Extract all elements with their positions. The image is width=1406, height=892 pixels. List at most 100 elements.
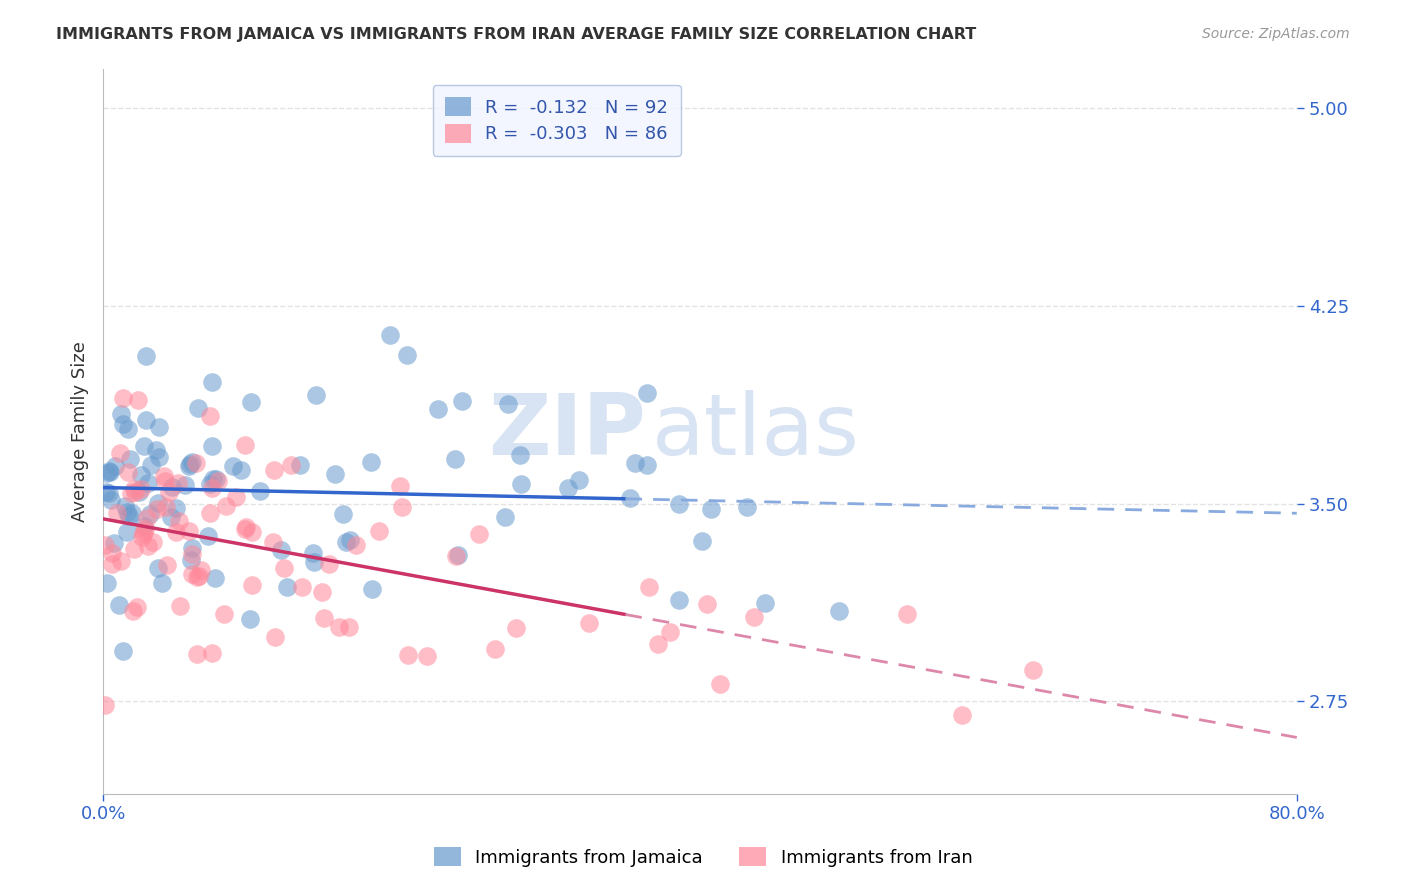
Point <box>668 593 690 607</box>
Point <box>167 476 190 491</box>
Point <box>444 549 467 564</box>
Point <box>578 615 600 630</box>
Point <box>167 514 190 528</box>
Point <box>636 458 658 472</box>
Point <box>263 630 285 644</box>
Point <box>135 413 157 427</box>
Point <box>200 477 222 491</box>
Point <box>153 469 176 483</box>
Point <box>150 576 173 591</box>
Point <box>447 549 470 563</box>
Point <box>624 457 647 471</box>
Point <box>198 409 221 423</box>
Point <box>568 473 591 487</box>
Point <box>240 394 263 409</box>
Point <box>201 375 224 389</box>
Text: IMMIGRANTS FROM JAMAICA VS IMMIGRANTS FROM IRAN AVERAGE FAMILY SIZE CORRELATION : IMMIGRANTS FROM JAMAICA VS IMMIGRANTS FR… <box>56 27 977 42</box>
Point <box>124 484 146 499</box>
Point <box>107 598 129 612</box>
Point <box>201 439 224 453</box>
Point <box>396 347 419 361</box>
Point <box>451 394 474 409</box>
Point <box>426 401 449 416</box>
Point <box>273 560 295 574</box>
Point <box>181 547 204 561</box>
Point <box>188 568 211 582</box>
Point <box>108 446 131 460</box>
Point <box>118 452 141 467</box>
Point <box>233 438 256 452</box>
Point <box>129 468 152 483</box>
Point <box>361 582 384 596</box>
Point <box>360 455 382 469</box>
Point <box>301 546 323 560</box>
Point <box>110 408 132 422</box>
Point <box>690 534 713 549</box>
Point <box>291 580 314 594</box>
Point <box>619 491 641 505</box>
Point <box>658 625 681 640</box>
Point <box>222 459 245 474</box>
Point <box>139 507 162 521</box>
Point <box>636 386 658 401</box>
Point <box>139 458 162 472</box>
Point <box>179 457 201 471</box>
Point <box>173 477 195 491</box>
Point <box>496 397 519 411</box>
Legend: R =  -0.132   N = 92, R =  -0.303   N = 86: R = -0.132 N = 92, R = -0.303 N = 86 <box>433 85 681 156</box>
Point <box>94 538 117 552</box>
Point <box>121 506 143 520</box>
Point <box>100 493 122 508</box>
Y-axis label: Average Family Size: Average Family Size <box>72 341 89 522</box>
Point <box>117 505 139 519</box>
Text: ZIP: ZIP <box>488 390 647 473</box>
Point <box>668 496 690 510</box>
Point <box>305 388 328 402</box>
Point <box>155 474 177 488</box>
Point <box>495 509 517 524</box>
Point <box>104 459 127 474</box>
Point <box>135 349 157 363</box>
Point <box>112 644 135 658</box>
Point <box>146 502 169 516</box>
Point <box>97 486 120 500</box>
Point <box>145 442 167 457</box>
Point <box>290 458 312 472</box>
Point <box>94 484 117 499</box>
Point <box>270 542 292 557</box>
Point <box>184 456 207 470</box>
Point <box>101 546 124 560</box>
Point <box>201 472 224 486</box>
Point <box>318 557 340 571</box>
Point <box>118 509 141 524</box>
Point <box>134 525 156 540</box>
Point <box>198 506 221 520</box>
Point <box>177 524 200 538</box>
Point <box>510 476 533 491</box>
Point <box>557 481 579 495</box>
Point <box>391 500 413 514</box>
Point <box>828 604 851 618</box>
Point <box>637 580 659 594</box>
Point <box>396 648 419 662</box>
Point <box>484 642 506 657</box>
Point <box>111 391 134 405</box>
Point <box>235 520 257 534</box>
Point <box>229 463 252 477</box>
Point <box>181 566 204 581</box>
Point <box>129 483 152 497</box>
Point <box>378 328 401 343</box>
Point <box>696 597 718 611</box>
Text: atlas: atlas <box>652 390 860 473</box>
Point <box>276 580 298 594</box>
Point <box>332 507 354 521</box>
Point <box>134 522 156 536</box>
Point <box>142 535 165 549</box>
Point <box>135 511 157 525</box>
Point <box>212 607 235 622</box>
Point <box>117 422 139 436</box>
Point <box>367 524 389 538</box>
Legend: Immigrants from Jamaica, Immigrants from Iran: Immigrants from Jamaica, Immigrants from… <box>426 840 980 874</box>
Point <box>240 525 263 540</box>
Point <box>280 458 302 472</box>
